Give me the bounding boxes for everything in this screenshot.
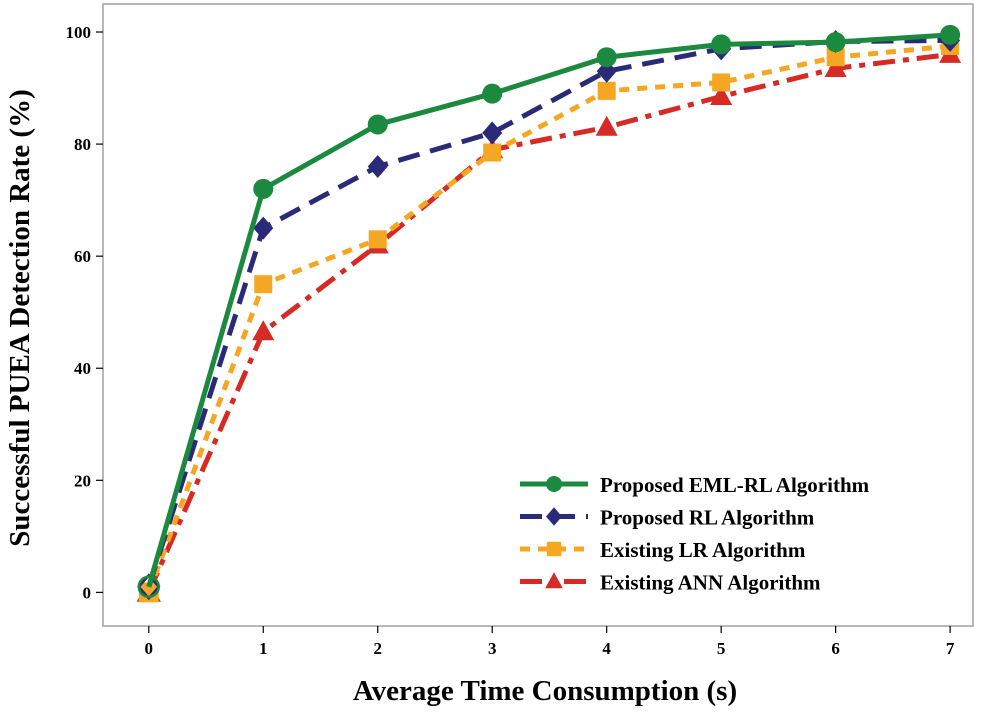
series-line	[146, 51, 951, 594]
plot-area-frame	[102, 3, 974, 627]
legend: Proposed EML-RL Algorithm Proposed RL Alg…	[520, 473, 870, 595]
triangle-marker	[545, 572, 563, 589]
diamond-marker	[596, 59, 617, 83]
x-axis-ticks: 0 1 2 3 4 5 6 7	[145, 626, 955, 658]
square-marker	[546, 541, 562, 557]
series-circle	[137, 24, 961, 599]
circle-marker	[940, 24, 961, 45]
square-marker	[597, 81, 616, 100]
series-layer	[136, 24, 962, 603]
circle-marker	[253, 178, 274, 199]
y-tick-label: 80	[74, 135, 91, 154]
y-tick-label: 60	[74, 247, 91, 266]
legend-entry: Proposed RL Algorithm	[520, 506, 815, 530]
diamond-marker	[546, 507, 562, 526]
legend-label: Proposed RL Algorithm	[600, 506, 815, 530]
y-axis-title: Successful PUEA Detection Rate (%)	[4, 89, 36, 546]
legend-label: Existing ANN Algorithm	[600, 571, 821, 595]
series-line	[146, 32, 951, 588]
circle-marker	[546, 476, 562, 492]
y-axis-ticks: 0 20 40 60 80 100	[66, 23, 103, 602]
y-tick-label: 0	[83, 583, 92, 602]
legend-label: Existing LR Algorithm	[600, 538, 806, 562]
square-marker	[138, 582, 159, 603]
circle-marker	[825, 32, 846, 53]
circle-marker	[137, 575, 161, 599]
square-marker	[712, 73, 731, 92]
legend-entry: Existing LR Algorithm	[520, 538, 806, 562]
legend-entry: Proposed EML-RL Algorithm	[520, 473, 870, 497]
triangle-marker	[710, 84, 733, 105]
diamond-marker	[253, 216, 274, 240]
x-tick-label: 0	[145, 639, 154, 658]
circle-marker	[596, 47, 617, 68]
diamond-marker	[137, 573, 161, 601]
diamond-marker	[367, 155, 388, 179]
circle-marker	[711, 34, 732, 55]
legend-entry: Existing ANN Algorithm	[520, 571, 821, 595]
triangle-marker	[824, 56, 847, 77]
triangle-marker	[252, 320, 275, 341]
x-tick-label: 6	[831, 639, 840, 658]
diamond-marker	[482, 121, 503, 145]
square-marker	[826, 48, 845, 67]
circle-marker	[367, 114, 388, 135]
legend-label: Proposed EML-RL Algorithm	[600, 473, 870, 497]
circle-marker	[482, 83, 503, 104]
x-tick-label: 1	[259, 639, 268, 658]
series-line	[146, 37, 951, 588]
y-tick-label: 40	[74, 359, 91, 378]
x-tick-label: 5	[717, 639, 726, 658]
square-marker	[483, 143, 502, 162]
x-tick-label: 2	[373, 639, 382, 658]
x-axis-title: Average Time Consumption (s)	[353, 675, 737, 707]
series-square	[138, 37, 960, 603]
y-tick-label: 100	[66, 23, 92, 42]
square-marker	[254, 275, 273, 294]
y-tick-label: 20	[74, 471, 91, 490]
x-tick-label: 7	[946, 639, 955, 658]
square-marker	[368, 230, 387, 249]
triangle-marker	[595, 115, 618, 136]
series-line	[146, 43, 951, 594]
x-tick-label: 4	[602, 639, 611, 658]
x-tick-label: 3	[488, 639, 497, 658]
